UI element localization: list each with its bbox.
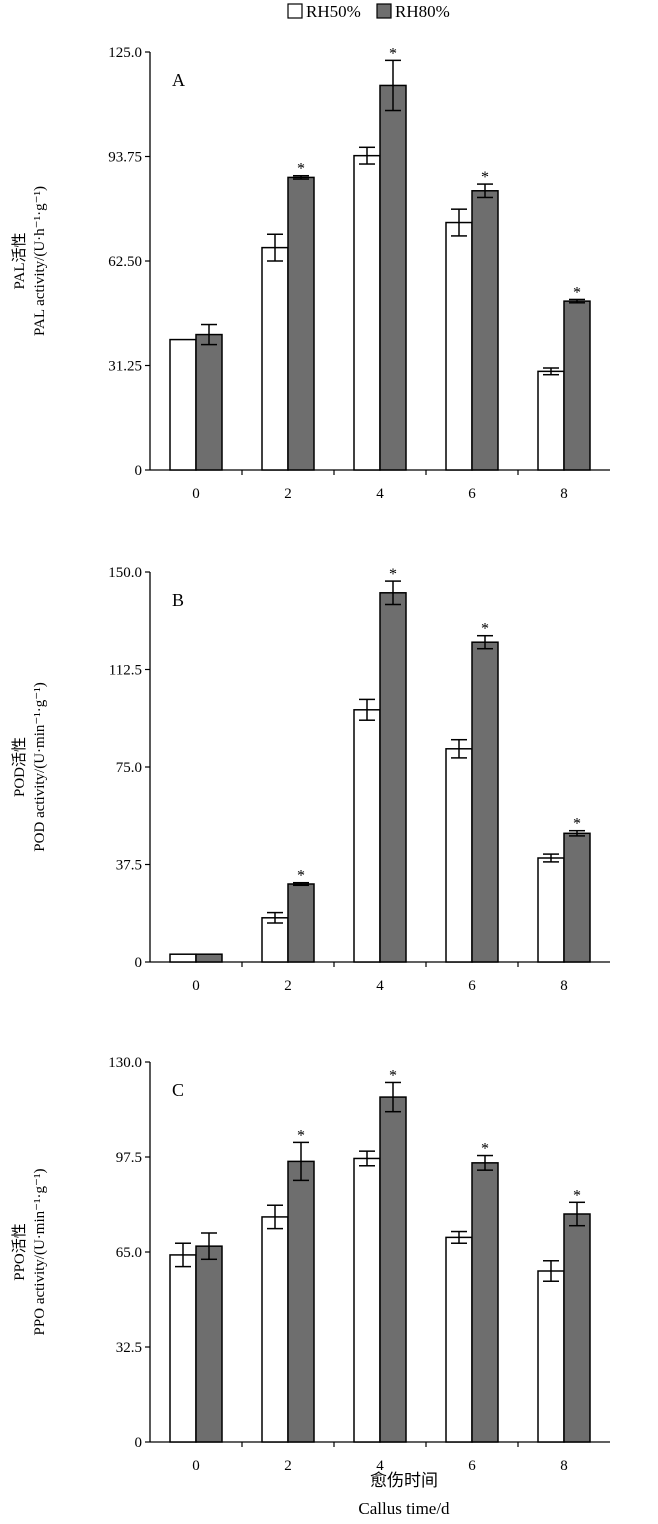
bar-rh50 (261, 1216, 289, 1443)
significance-marker: * (389, 566, 397, 583)
y-tick-label: 62.50 (108, 254, 142, 270)
significance-marker: * (481, 169, 489, 186)
significance-marker: * (297, 1127, 305, 1144)
y-axis-label-en: PAL activity/(U·h⁻¹·g⁻¹) (32, 186, 48, 336)
significance-marker: * (389, 1067, 397, 1084)
x-tick-label: 0 (192, 978, 200, 994)
y-tick-label: 112.5 (109, 663, 142, 679)
bar-rh50 (353, 154, 381, 471)
bar-rh80 (195, 953, 223, 963)
chart-panel-b: 0 37.5 75.0 112.5 150.0 POD活性 POD activity/(U·… (11, 565, 610, 994)
x-tick-label: 0 (192, 1458, 200, 1474)
panel-label: B (172, 590, 184, 610)
y-axis-label-cn: PPO活性 (11, 1223, 28, 1281)
x-axis-title-en: Callus time/d (358, 1499, 450, 1518)
x-tick-label: 8 (560, 486, 568, 502)
y-axis-label-cn: POD活性 (11, 737, 28, 797)
bar-rh50 (261, 917, 289, 963)
legend-label-rh50: RH50% (306, 2, 361, 21)
y-tick-label: 0 (135, 1435, 143, 1451)
x-tick-label: 4 (376, 486, 384, 502)
bar-rh80 (195, 1245, 223, 1443)
bar-rh80 (379, 84, 407, 471)
bar-rh50 (261, 246, 289, 471)
y-tick-label: 0 (135, 955, 143, 971)
y-tick-label: 32.5 (116, 1340, 142, 1356)
legend-label-rh80: RH80% (395, 2, 450, 21)
bar-rh50 (537, 857, 565, 963)
y-tick-label: 75.0 (116, 760, 142, 776)
x-tick-label: 6 (468, 486, 476, 502)
bar-rh80 (471, 1162, 499, 1443)
y-tick-label: 150.0 (108, 565, 142, 581)
x-tick-label: 4 (376, 978, 384, 994)
legend-swatch-rh80 (376, 3, 392, 19)
x-tick-label: 0 (192, 486, 200, 502)
significance-marker: * (573, 284, 581, 301)
y-tick-label: 65.0 (116, 1245, 142, 1261)
y-tick-label: 0 (135, 463, 143, 479)
chart-panel-c: 0 32.5 65.0 97.5 130.0 PPO活性 PPO activity/(U·m… (11, 1055, 610, 1474)
bar-rh80 (287, 883, 315, 963)
bar-rh80 (379, 592, 407, 963)
x-tick-label: 6 (468, 978, 476, 994)
bar-rh80 (287, 176, 315, 471)
x-tick-label: 8 (560, 1458, 568, 1474)
y-tick-label: 125.0 (108, 45, 142, 61)
x-tick-label: 2 (284, 978, 292, 994)
bar-rh50 (169, 953, 197, 963)
legend-swatch-rh50 (287, 3, 303, 19)
y-axis-label-en: PPO activity/(U·min⁻¹·g⁻¹) (32, 1169, 48, 1336)
x-axis-title-cn: 愈伤时间 (370, 1471, 438, 1490)
significance-marker: * (573, 816, 581, 833)
y-tick-label: 37.5 (116, 858, 142, 874)
x-tick-label: 2 (284, 1458, 292, 1474)
chart-panel-a: 0 31.25 62.50 93.75 125.0 PAL活性 PAL activity/(… (11, 45, 610, 502)
legend: RH50% RH80% (287, 2, 450, 21)
bar-rh80 (287, 1160, 315, 1443)
x-tick-label: 4 (376, 1458, 384, 1474)
significance-marker: * (573, 1187, 581, 1204)
x-tick-label: 2 (284, 486, 292, 502)
y-tick-label: 130.0 (108, 1055, 142, 1071)
y-axis-label-en: POD activity/(U·min⁻¹·g⁻¹) (32, 682, 48, 851)
significance-marker: * (481, 1141, 489, 1158)
panel-label: A (172, 70, 185, 90)
bar-rh50 (537, 370, 565, 471)
y-tick-label: 31.25 (108, 359, 142, 375)
bar-rh80 (195, 333, 223, 471)
y-axis-label-cn: PAL活性 (11, 233, 28, 290)
bar-rh50 (445, 1236, 473, 1443)
x-tick-label: 8 (560, 978, 568, 994)
significance-marker: * (481, 621, 489, 638)
significance-marker: * (297, 161, 305, 178)
bar-rh50 (353, 1157, 381, 1443)
bar-rh80 (471, 641, 499, 963)
panel-label: C (172, 1080, 184, 1100)
significance-marker: * (389, 45, 397, 62)
bar-rh80 (563, 1213, 591, 1443)
y-tick-label: 93.75 (108, 150, 142, 166)
bar-rh80 (471, 190, 499, 471)
bar-rh50 (445, 748, 473, 963)
bar-rh50 (537, 1270, 565, 1443)
bar-rh50 (445, 221, 473, 471)
bar-rh50 (353, 709, 381, 963)
bar-rh80 (563, 300, 591, 471)
y-tick-label: 97.5 (116, 1150, 142, 1166)
bar-rh80 (379, 1096, 407, 1443)
x-tick-label: 6 (468, 1458, 476, 1474)
significance-marker: * (297, 868, 305, 885)
bar-rh50 (169, 1254, 197, 1443)
bar-rh80 (563, 832, 591, 963)
bar-rh50 (169, 338, 197, 471)
